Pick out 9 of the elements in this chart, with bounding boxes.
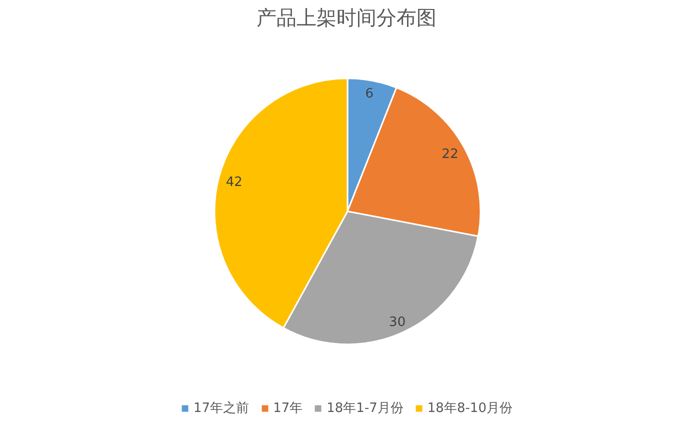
chart-title: 产品上架时间分布图	[256, 6, 436, 30]
legend-label: 17年	[273, 400, 303, 417]
legend-label: 18年8-10月份	[427, 400, 512, 417]
legend-label: 17年之前	[194, 400, 250, 417]
data-label: 42	[226, 175, 242, 190]
legend-label: 18年1-7月份	[326, 400, 404, 417]
data-label: 30	[389, 314, 406, 330]
data-label: 6	[365, 86, 374, 102]
data-label: 22	[442, 147, 458, 162]
